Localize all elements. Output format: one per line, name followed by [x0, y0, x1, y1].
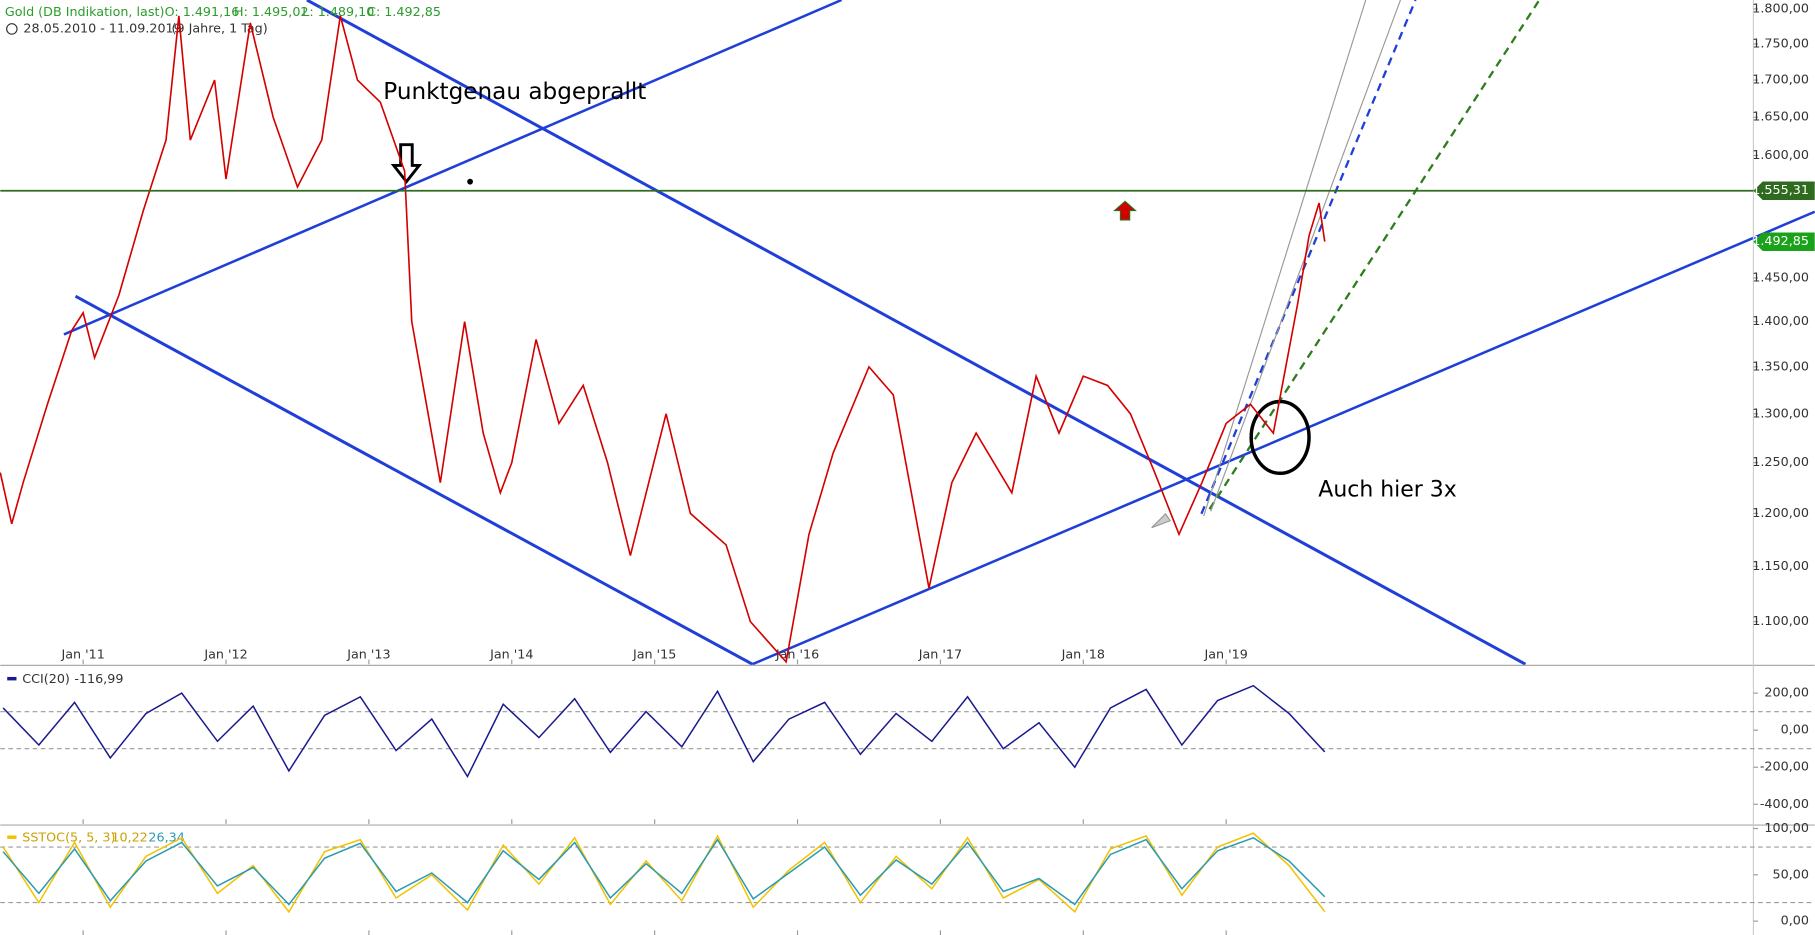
- y-tick-label: 1.150,00: [1752, 558, 1809, 573]
- gray-arrow: [1151, 512, 1172, 529]
- y-tick-label: 1.400,00: [1752, 313, 1809, 328]
- legend-swatch: [7, 676, 17, 681]
- y-tick-label: 1.450,00: [1752, 269, 1809, 284]
- chart-title: Gold (DB Indikation, last): [5, 4, 165, 19]
- down-arrow: [390, 143, 423, 185]
- date-range: 28.05.2010 - 11.09.2019: [23, 20, 181, 35]
- y-tick-label: 1.300,00: [1752, 405, 1809, 420]
- y-tick-label: 1.750,00: [1752, 36, 1809, 51]
- trend-lines: [63, 0, 1815, 666]
- ohlc: L: 1.489,10: [302, 4, 374, 19]
- series-line: [2, 832, 1326, 914]
- y-tick-label: 1.700,00: [1752, 72, 1809, 87]
- trend-line: [1200, 0, 1417, 515]
- dot: [467, 178, 473, 185]
- trend-line: [306, 0, 1527, 666]
- trend-line: [1208, 0, 1541, 510]
- series-line: [0, 15, 1326, 664]
- legend-label: CCI(20): [22, 671, 70, 686]
- y-tick-label: 1.650,00: [1752, 109, 1809, 124]
- x-tick-label: Jan '16: [775, 646, 819, 661]
- annotation: Punktgenau abgeprallt: [383, 79, 646, 105]
- clock-icon: [6, 23, 18, 35]
- y-tick-label: 1.600,00: [1752, 147, 1809, 162]
- last-price-tag: [1753, 232, 1815, 251]
- trend-line: [751, 210, 1815, 666]
- horizontal-line-label: 1.555,31: [1752, 182, 1809, 197]
- x-tick-label: Jan '17: [918, 646, 962, 661]
- y-tick-label: 1.200,00: [1752, 505, 1809, 520]
- y-tick-label: 0,00: [1781, 913, 1809, 928]
- legend-value: -116,99: [74, 671, 123, 686]
- x-tick-label: Jan '14: [489, 646, 533, 661]
- legend-label: SSTOC(5, 5, 3): [22, 829, 115, 844]
- series-line: [2, 836, 1326, 906]
- trend-line: [74, 294, 754, 666]
- annotation: Auch hier 3x: [1318, 478, 1456, 503]
- x-tick-label: Jan '13: [346, 646, 390, 661]
- y-tick-label: 1.350,00: [1752, 358, 1809, 373]
- legend-swatch: [7, 835, 17, 839]
- y-tick-label: 1.800,00: [1752, 0, 1809, 15]
- ohlc: O: 1.491,16: [165, 4, 240, 19]
- legend-value: 10,22: [111, 829, 147, 844]
- y-tick-label: 50,00: [1773, 866, 1809, 881]
- x-tick-label: Jan '11: [60, 646, 104, 661]
- trend-line: [1203, 0, 1367, 517]
- date-range-note: (9 Jahre, 1 Tag): [172, 20, 268, 35]
- ohlc: H: 1.495,02: [234, 4, 309, 19]
- y-tick-label: 1.250,00: [1752, 454, 1809, 469]
- up-arrow: [1113, 200, 1137, 221]
- y-tick-label: 200,00: [1764, 685, 1809, 700]
- ohlc: C: 1.492,85: [367, 4, 441, 19]
- last-price-label: 1.492,85: [1752, 233, 1809, 248]
- x-tick-label: Jan '15: [632, 646, 676, 661]
- y-tick-label: 0,00: [1781, 722, 1809, 737]
- trend-line: [63, 0, 843, 336]
- circle-marker: [1249, 399, 1311, 476]
- x-tick-label: Jan '19: [1204, 646, 1248, 661]
- y-tick-label: -200,00: [1760, 759, 1809, 774]
- y-tick-label: 1.100,00: [1752, 613, 1809, 628]
- x-tick-label: Jan '12: [203, 646, 247, 661]
- y-tick-label: -400,00: [1760, 796, 1809, 811]
- legend-value: 26,34: [148, 829, 184, 844]
- horizontal-line-tag: [1753, 181, 1815, 200]
- x-tick-label: Jan '18: [1061, 646, 1105, 661]
- series-line: [2, 684, 1326, 779]
- y-tick-label: 100,00: [1764, 820, 1809, 835]
